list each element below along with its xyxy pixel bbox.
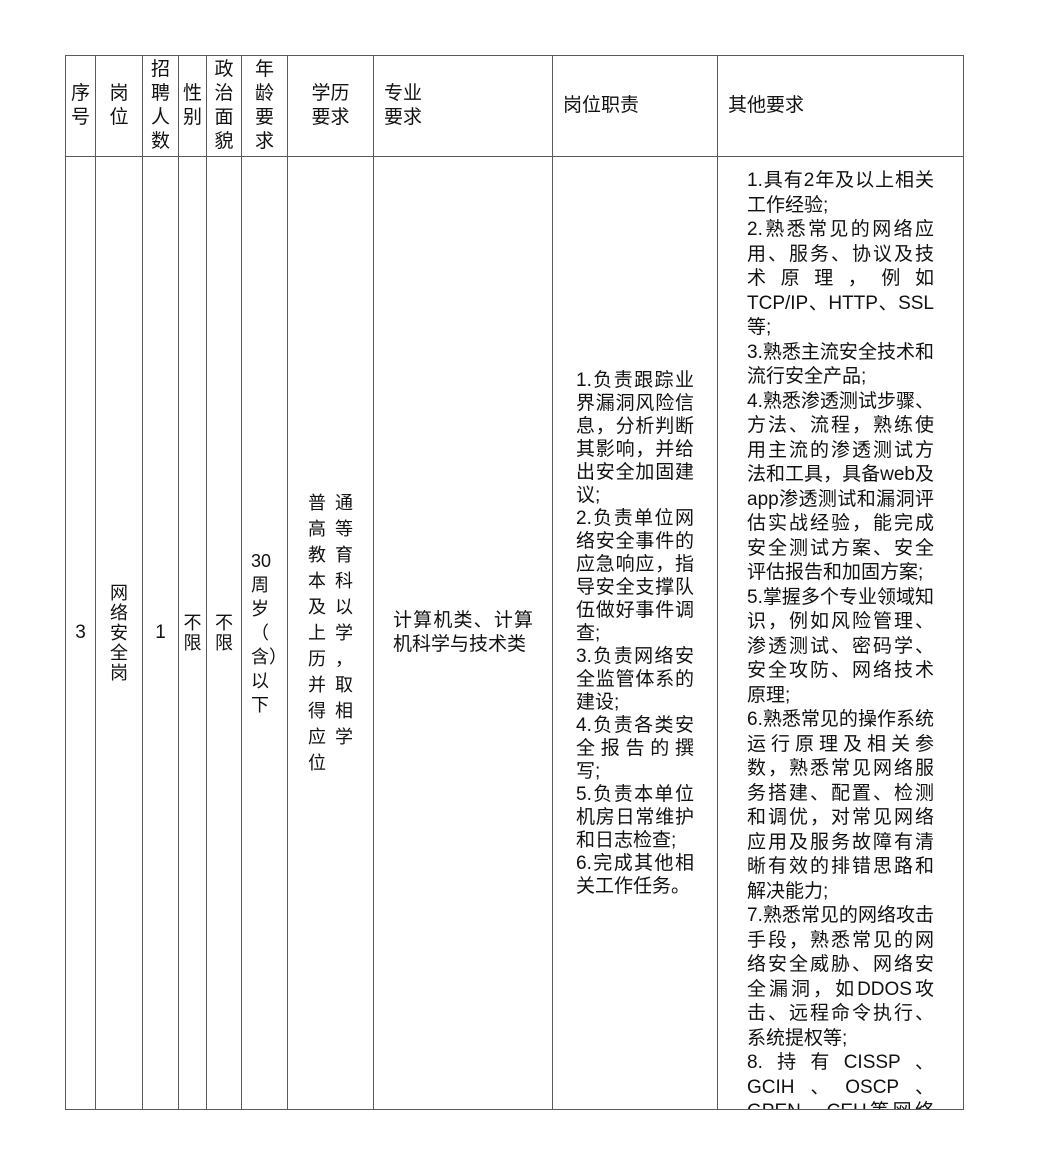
cell-position: 网络安全岗: [95, 156, 143, 1110]
cell-headcount: 1: [142, 156, 179, 1110]
col-header-education: 学历要求: [287, 55, 374, 157]
col-header-age: 年龄要求: [241, 55, 288, 157]
col-header-seq: 序号: [65, 55, 96, 157]
cell-education: 普通高等教育本科及以上学历，并取得相应学位: [287, 156, 374, 1110]
col-header-duties: 岗位职责: [552, 55, 718, 157]
cell-seq: 3: [65, 156, 96, 1110]
col-header-other: 其他要求: [717, 55, 964, 157]
cell-duties: 1.负责跟踪业界漏洞风险信息，分析判断其影响，并给出安全加固建议; 2.负责单位…: [552, 156, 718, 1110]
col-header-headcount: 招聘人数: [142, 55, 179, 157]
other-requirements-text: 1.具有2年及以上相关工作经验; 2.熟悉常见的网络应用、服务、协议及技术原理，…: [747, 170, 934, 1109]
cell-major: 计算机类、计算机科学与技术类: [373, 156, 553, 1110]
col-header-position: 岗位: [95, 55, 143, 157]
header-row: 序号 岗位 招聘人数 性别 政治面貌 年龄要求 学历要求 专业 要求 岗位职责 …: [65, 55, 964, 157]
cell-other-requirements: 1.具有2年及以上相关工作经验; 2.熟悉常见的网络应用、服务、协议及技术原理，…: [717, 156, 964, 1110]
col-header-gender: 性别: [178, 55, 207, 157]
cell-political-status: 不限: [206, 156, 242, 1110]
cell-age-requirement: 30周岁（含）以下: [241, 156, 288, 1110]
cell-gender: 不限: [178, 156, 207, 1110]
recruitment-table: 序号 岗位 招聘人数 性别 政治面貌 年龄要求 学历要求 专业 要求 岗位职责 …: [65, 55, 964, 1110]
col-header-political: 政治面貌: [206, 55, 242, 157]
job-row: 3 网络安全岗 1 不限 不限 30周岁（含）以下 普通高等教育本科及以上学历，…: [65, 156, 964, 1110]
col-header-major: 专业 要求: [373, 55, 553, 157]
